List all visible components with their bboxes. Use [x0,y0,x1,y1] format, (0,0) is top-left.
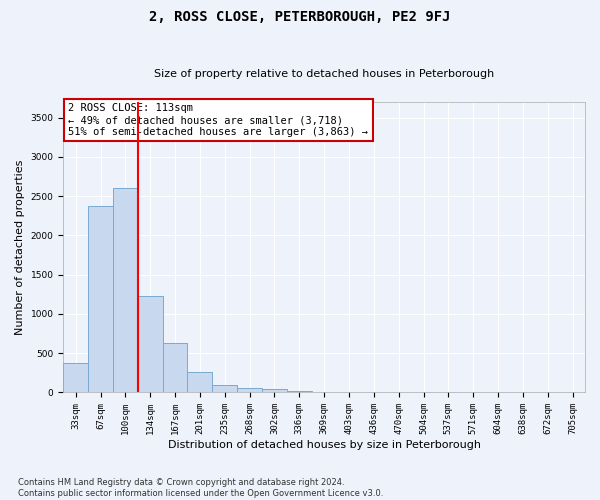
Text: 2 ROSS CLOSE: 113sqm
← 49% of detached houses are smaller (3,718)
51% of semi-de: 2 ROSS CLOSE: 113sqm ← 49% of detached h… [68,104,368,136]
Bar [287,391,312,392]
Bar [187,372,212,392]
Bar [163,344,187,392]
Bar [138,296,163,392]
Bar [113,188,138,392]
Bar [212,384,237,392]
Title: Size of property relative to detached houses in Peterborough: Size of property relative to detached ho… [154,69,494,79]
Text: Contains HM Land Registry data © Crown copyright and database right 2024.
Contai: Contains HM Land Registry data © Crown c… [18,478,383,498]
Text: 2, ROSS CLOSE, PETERBOROUGH, PE2 9FJ: 2, ROSS CLOSE, PETERBOROUGH, PE2 9FJ [149,10,451,24]
X-axis label: Distribution of detached houses by size in Peterborough: Distribution of detached houses by size … [167,440,481,450]
Y-axis label: Number of detached properties: Number of detached properties [15,160,25,335]
Bar [88,206,113,392]
Bar [63,363,88,392]
Bar [237,388,262,392]
Bar [262,390,287,392]
